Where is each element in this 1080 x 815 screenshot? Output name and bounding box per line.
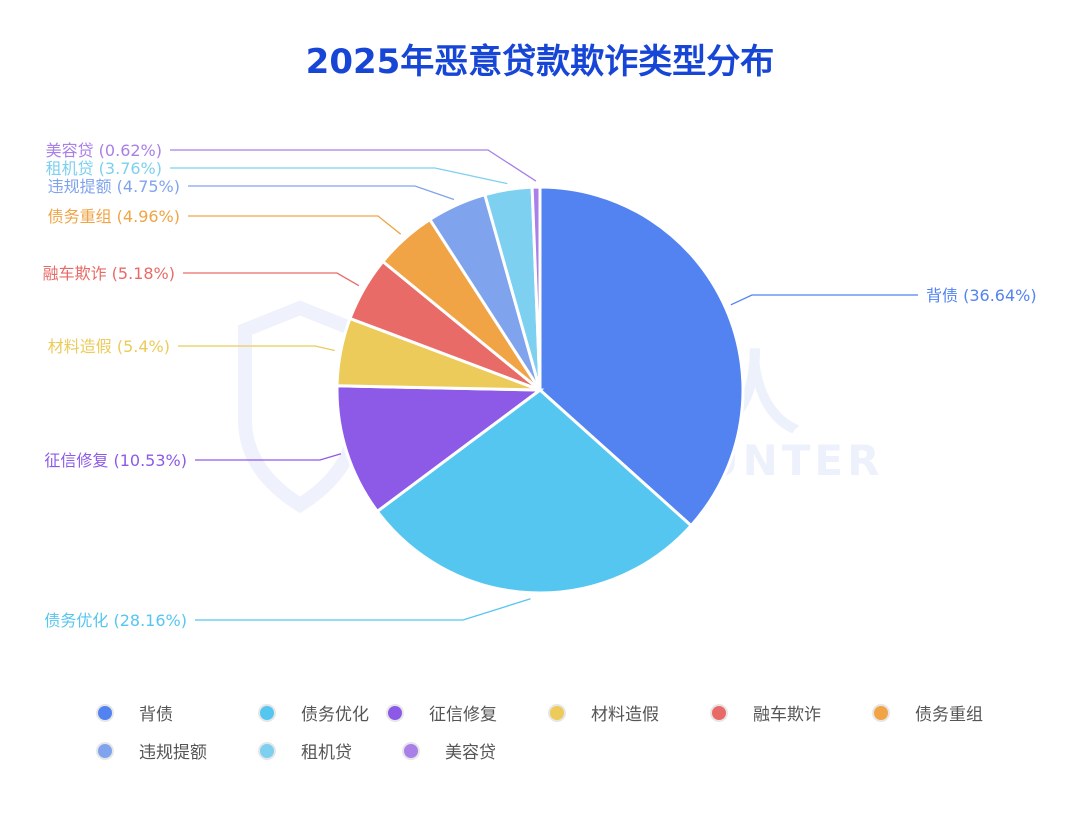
legend-label: 债务重组 xyxy=(915,705,983,725)
leader-line xyxy=(183,272,360,287)
data-label: 征信修复 (10.53%) xyxy=(44,451,187,470)
legend-label: 租机贷 xyxy=(301,743,352,763)
legend-item[interactable]: 违规提额 xyxy=(96,738,207,763)
legend-swatch xyxy=(96,741,114,760)
legend-swatch xyxy=(402,741,420,760)
leader-line xyxy=(178,345,335,352)
legend-swatch xyxy=(258,703,276,722)
pie-slice[interactable] xyxy=(335,384,545,514)
legend-swatch xyxy=(548,703,566,722)
legend-label: 背债 xyxy=(139,705,173,725)
leader-line xyxy=(170,167,508,185)
leader-line xyxy=(188,215,402,235)
legend-item[interactable]: 征信修复 xyxy=(386,700,497,725)
legend-label: 材料造假 xyxy=(591,705,659,725)
legend-item[interactable]: 债务优化 xyxy=(258,700,369,725)
legend-item[interactable]: 债务重组 xyxy=(872,700,983,725)
legend-swatch xyxy=(258,741,276,760)
legend-item[interactable]: 租机贷 xyxy=(258,738,352,763)
legend-label: 征信修复 xyxy=(429,705,497,725)
pie-slice[interactable] xyxy=(375,388,694,595)
legend-label: 融车欺诈 xyxy=(753,705,821,725)
data-label: 融车欺诈 (5.18%) xyxy=(43,264,175,283)
data-label: 债务重组 (4.96%) xyxy=(48,207,180,226)
data-label: 美容贷 (0.62%) xyxy=(46,141,162,160)
legend-label: 违规提额 xyxy=(139,743,207,763)
data-label: 背债 (36.64%) xyxy=(926,286,1037,305)
legend-swatch xyxy=(872,703,890,722)
leader-line xyxy=(730,294,918,306)
data-label: 租机贷 (3.76%) xyxy=(46,159,162,178)
pie-slice[interactable] xyxy=(538,185,745,528)
leader-line xyxy=(195,598,531,621)
legend-item[interactable]: 材料造假 xyxy=(548,700,659,725)
legend-item[interactable]: 美容贷 xyxy=(402,738,496,763)
legend-swatch xyxy=(386,703,404,722)
legend-item[interactable]: 背债 xyxy=(96,700,173,725)
legend-swatch xyxy=(96,703,114,722)
leader-line xyxy=(188,185,455,201)
legend-label: 美容贷 xyxy=(445,743,496,763)
data-label: 违规提额 (4.75%) xyxy=(48,177,180,196)
data-label: 材料造假 (5.4%) xyxy=(48,337,170,356)
legend-item[interactable]: 融车欺诈 xyxy=(710,700,821,725)
pie-slice[interactable] xyxy=(530,185,542,391)
leader-line xyxy=(195,453,342,461)
legend-label: 债务优化 xyxy=(301,705,369,725)
leader-line xyxy=(170,149,537,182)
data-label: 债务优化 (28.16%) xyxy=(44,611,187,630)
legend-swatch xyxy=(710,703,728,722)
chart-title: 2025年恶意贷款欺诈类型分布 xyxy=(305,42,775,82)
